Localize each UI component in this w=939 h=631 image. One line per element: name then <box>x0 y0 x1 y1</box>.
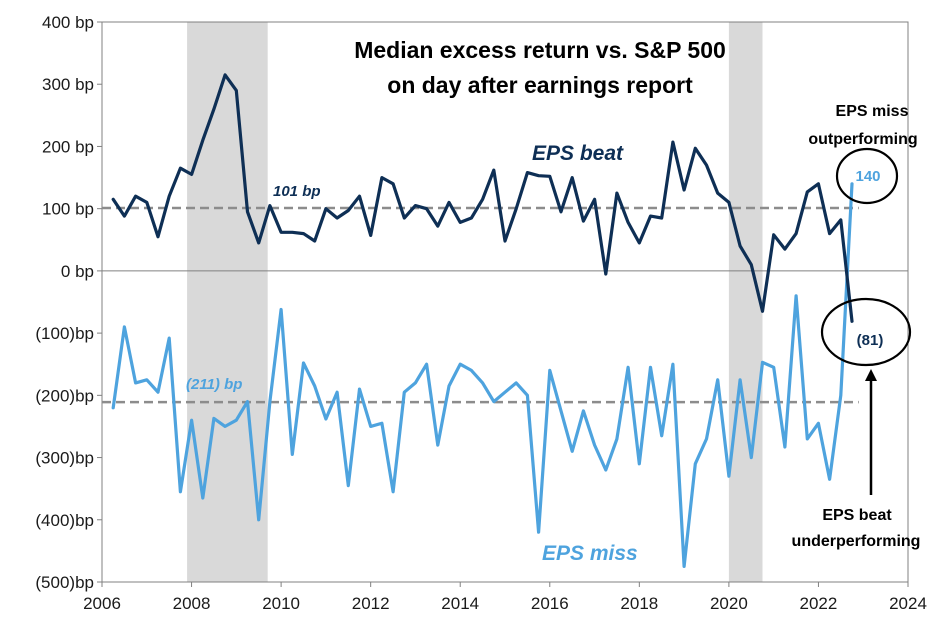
y-tick-label: 400 bp <box>42 13 94 32</box>
series-label-eps-beat: EPS beat <box>532 142 624 165</box>
chart-title-line-1: Median excess return vs. S&P 500 <box>354 37 726 63</box>
x-tick-label: 2010 <box>262 594 300 613</box>
annotation-miss-line-1: EPS miss <box>836 103 909 120</box>
end-value-label-eps-beat: (81) <box>857 332 884 349</box>
series-label-eps-miss: EPS miss <box>542 542 638 565</box>
x-tick-label: 2018 <box>620 594 658 613</box>
x-tick-label: 2024 <box>889 594 927 613</box>
annotation-beat-line-1: EPS beat <box>822 507 892 524</box>
y-tick-label: 300 bp <box>42 75 94 94</box>
y-tick-label: (400)bp <box>35 511 94 530</box>
recession-shading-2 <box>728 22 763 582</box>
x-tick-label: 2012 <box>352 594 390 613</box>
x-tick-label: 2008 <box>173 594 211 613</box>
y-tick-label: (300)bp <box>35 449 94 468</box>
annotation-arrow-head <box>865 369 877 381</box>
highlight-circle-eps-miss-end <box>835 147 899 205</box>
annotation-miss-line-2: outperforming <box>808 131 917 148</box>
x-tick-label: 2014 <box>441 594 479 613</box>
y-tick-label: (100)bp <box>35 324 94 343</box>
x-tick-label: 2006 <box>83 594 121 613</box>
chart-title-line-2: on day after earnings report <box>387 72 693 98</box>
y-tick-label: 0 bp <box>61 262 94 281</box>
y-tick-label: 200 bp <box>42 137 94 156</box>
x-tick-label: 2016 <box>531 594 569 613</box>
x-tick-label: 2022 <box>800 594 838 613</box>
y-tick-label: 100 bp <box>42 200 94 219</box>
annotation-beat-line-2: underperforming <box>792 533 921 550</box>
highlight-circle-eps-beat-end <box>820 297 912 367</box>
end-value-label-eps-miss: 140 <box>855 168 880 185</box>
series-line-eps-miss <box>111 182 854 569</box>
y-tick-label: (500)bp <box>35 573 94 592</box>
x-tick-label: 2020 <box>710 594 748 613</box>
average-label-eps-miss: (211) bp <box>186 376 242 393</box>
y-tick-label: (200)bp <box>35 386 94 405</box>
plot-area-frame <box>101 21 909 583</box>
series-line-eps-beat <box>111 73 854 323</box>
average-label-eps-beat: 101 bp <box>273 183 321 200</box>
